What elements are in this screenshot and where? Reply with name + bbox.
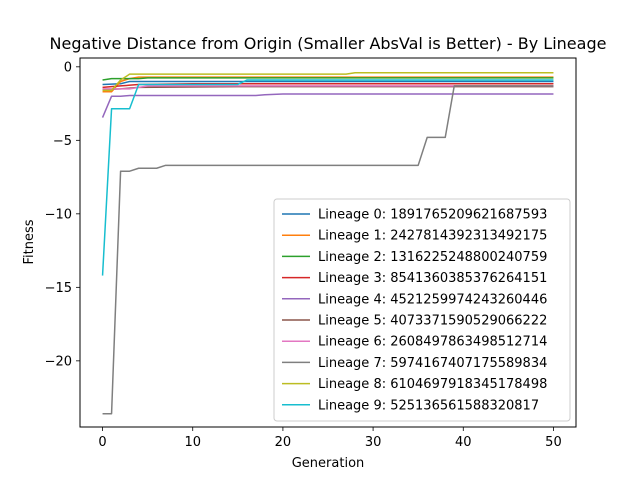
series-line-6 <box>102 85 554 90</box>
chart-title: Negative Distance from Origin (Smaller A… <box>50 34 607 53</box>
legend-label-5: Lineage 5: 4073371590529066222 <box>318 314 547 329</box>
legend-label-0: Lineage 0: 1891765209621687593 <box>318 208 547 223</box>
legend-box <box>273 198 571 422</box>
y-tick-label: −10 <box>45 207 72 222</box>
legend: Lineage 0: 1891765209621687593 Lineage 1:… <box>273 198 571 422</box>
y-tick-label: 0 <box>64 60 72 75</box>
series-line-9 <box>101 79 554 276</box>
series-line-0 <box>102 80 554 86</box>
y-tick-label: −15 <box>45 281 72 296</box>
y-axis-label: Fitness <box>22 219 37 264</box>
series-line-8 <box>102 71 554 92</box>
series-line-4 <box>101 93 554 118</box>
plot-frame <box>79 57 577 428</box>
series-line-2 <box>102 77 554 81</box>
legend-label-1: Lineage 1: 2427814392313492175 <box>318 229 547 244</box>
x-tick-label: 40 <box>455 435 472 450</box>
x-tick-label: 10 <box>184 435 201 450</box>
legend-label-7: Lineage 7: 5974167407175589834 <box>318 356 547 371</box>
legend-label-8: Lineage 8: 6104697918345178498 <box>318 377 547 392</box>
x-tick-label: 30 <box>365 435 382 450</box>
series-line-7 <box>102 85 554 415</box>
x-axis-ticks: 0 10 20 30 40 50 <box>98 427 562 450</box>
legend-label-2: Lineage 2: 1316225248800240759 <box>318 250 547 265</box>
y-axis-ticks: 0 −5 −10 −15 −20 <box>45 60 80 369</box>
x-tick-label: 0 <box>98 435 106 450</box>
series-line-5 <box>102 85 554 91</box>
y-tick-label: −20 <box>45 354 72 369</box>
legend-label-6: Lineage 6: 2608497863498512714 <box>318 335 547 350</box>
y-tick-label: −5 <box>53 134 72 149</box>
plot-lines <box>101 71 554 415</box>
legend-label-9: Lineage 9: 525136561588320817 <box>318 398 539 413</box>
legend-label-4: Lineage 4: 4521259974243260446 <box>318 292 547 307</box>
x-tick-label: 50 <box>545 435 562 450</box>
x-axis-label: Generation <box>292 456 365 471</box>
legend-label-3: Lineage 3: 8541360385376264151 <box>318 271 547 286</box>
x-tick-label: 20 <box>275 435 292 450</box>
